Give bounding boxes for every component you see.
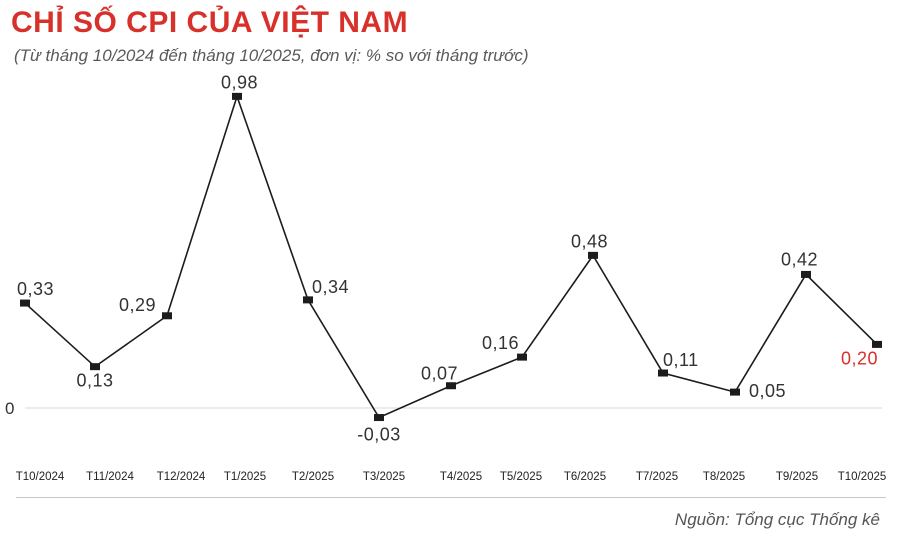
x-tick-label: T3/2025 xyxy=(363,471,405,483)
y-tick-zero: 0 xyxy=(5,399,14,418)
x-tick-label: T1/2025 xyxy=(224,471,266,483)
data-label: 0,11 xyxy=(663,350,699,370)
x-tick-label: T9/2025 xyxy=(776,471,818,483)
data-label: 0,33 xyxy=(17,279,54,299)
x-tick-label: T11/2024 xyxy=(86,471,134,483)
x-tick-label: T12/2024 xyxy=(157,471,206,483)
data-label: 0,16 xyxy=(482,333,519,353)
x-tick-label: T7/2025 xyxy=(636,471,678,483)
data-point xyxy=(730,388,740,396)
data-point xyxy=(588,251,598,259)
data-label: 0,20 xyxy=(841,348,878,368)
data-label: 0,05 xyxy=(749,381,786,401)
chart-subtitle: (Từ tháng 10/2024 đến tháng 10/2025, đơn… xyxy=(14,46,529,65)
x-tick-label: T6/2025 xyxy=(564,471,606,483)
data-point xyxy=(90,363,100,371)
data-point xyxy=(872,340,882,348)
data-label: 0,29 xyxy=(119,295,156,315)
data-point xyxy=(517,353,527,361)
source-note: Nguồn: Tổng cục Thống kê xyxy=(674,510,880,529)
data-label: 0,34 xyxy=(312,277,349,297)
x-tick-label: T5/2025 xyxy=(500,471,542,483)
x-tick-label: T8/2025 xyxy=(703,471,745,483)
data-label: -0,03 xyxy=(357,425,401,445)
chart-title: CHỈ SỐ CPI CỦA VIỆT NAM xyxy=(11,6,409,39)
data-label: 0,48 xyxy=(571,231,608,251)
x-axis-tick-labels: T10/2024 T11/2024 T12/2024 T1/2025 T2/2025 T3… xyxy=(16,471,887,483)
data-label: 0,42 xyxy=(781,249,818,269)
data-point xyxy=(232,92,242,100)
data-label: 0,98 xyxy=(221,72,258,92)
data-point xyxy=(374,414,384,422)
x-tick-label: T10/2025 xyxy=(838,471,887,483)
x-tick-label: T10/2024 xyxy=(16,471,65,483)
data-label: 0,13 xyxy=(76,371,113,391)
data-point xyxy=(658,369,668,377)
data-point xyxy=(801,270,811,278)
data-point xyxy=(303,296,313,304)
data-points xyxy=(20,92,882,422)
data-point xyxy=(162,312,172,320)
footer-divider xyxy=(16,497,886,498)
data-point xyxy=(446,382,456,390)
data-point xyxy=(20,299,30,307)
x-tick-label: T4/2025 xyxy=(440,471,482,483)
x-tick-label: T2/2025 xyxy=(292,471,334,483)
data-labels: 0,33 0,13 0,29 0,98 0,34 -0,03 0,07 0,16 0,48 0,1… xyxy=(17,72,878,444)
data-label: 0,07 xyxy=(421,364,458,384)
